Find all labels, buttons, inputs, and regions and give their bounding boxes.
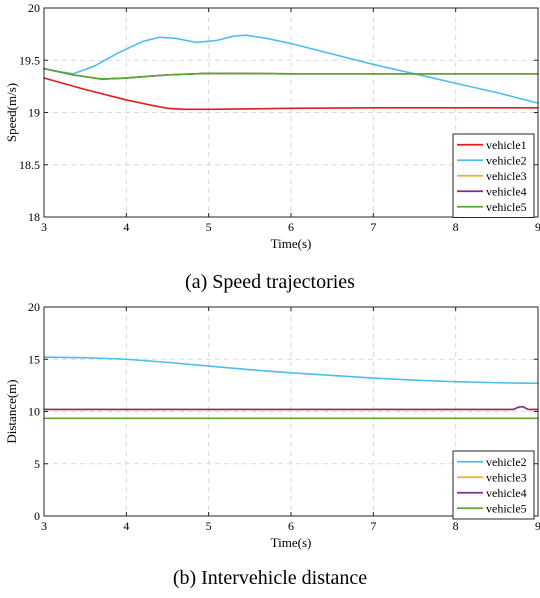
series-line-vehicle2 [43,34,539,104]
x-tick-label: 8 [453,519,459,533]
series-line-vehicle5 [43,67,539,80]
chart-caption: (b) Intervehicle distance [173,567,367,589]
x-tick-label: 3 [41,519,47,533]
y-tick-label: 19 [28,106,40,120]
legend-label-vehicle4: vehicle4 [486,486,527,500]
legend-label-vehicle2: vehicle2 [486,153,527,167]
y-tick-label: 18.5 [19,158,40,172]
legend-label-vehicle3: vehicle3 [486,169,527,183]
x-tick-label: 6 [288,220,294,234]
y-axis-label: Distance(m) [4,379,19,443]
series-line-vehicle2 [43,356,539,385]
x-tick-label: 7 [370,519,376,533]
legend-label-vehicle3: vehicle3 [486,470,527,484]
y-tick-label: 18 [28,210,40,224]
chart-caption: (a) Speed trajectories [185,271,355,293]
x-tick-label: 7 [370,220,376,234]
x-tick-label: 5 [206,220,212,234]
y-axis-label: Speed(m/s) [4,83,19,142]
y-tick-label: 0 [34,509,40,523]
x-tick-label: 9 [535,519,540,533]
series-line-vehicle1 [43,77,539,111]
legend-label-vehicle5: vehicle5 [486,200,527,214]
legend-label-vehicle4: vehicle4 [486,184,527,198]
x-tick-label: 9 [535,220,540,234]
x-tick-label: 3 [41,220,47,234]
x-tick-label: 6 [288,519,294,533]
x-tick-label: 4 [123,519,129,533]
y-tick-label: 20 [28,1,40,15]
x-tick-label: 8 [453,220,459,234]
legend-label-vehicle2: vehicle2 [486,455,527,469]
chart-1: 3 4 5 6 7 8 9 18 18.5 19 19.5 20 Time(s) Speed(m/s) ve… [4,1,540,293]
y-tick-label: 5 [34,457,40,471]
y-tick-label: 15 [28,352,40,366]
x-axis-label: Time(s) [271,535,312,550]
y-tick-label: 19.5 [19,53,40,67]
legend-label-vehicle5: vehicle5 [486,501,527,515]
legend-label-vehicle1: vehicle1 [486,138,527,152]
y-tick-label: 20 [28,300,40,314]
x-axis-label: Time(s) [271,236,312,251]
y-tick-label: 10 [28,405,40,419]
x-tick-label: 4 [123,220,129,234]
chart-2: 3 4 5 6 7 8 9 0 5 10 15 20 Time(s) Distance(m) vehicle… [4,300,540,589]
x-tick-label: 5 [206,519,212,533]
series-line-vehicle4 [43,405,539,411]
